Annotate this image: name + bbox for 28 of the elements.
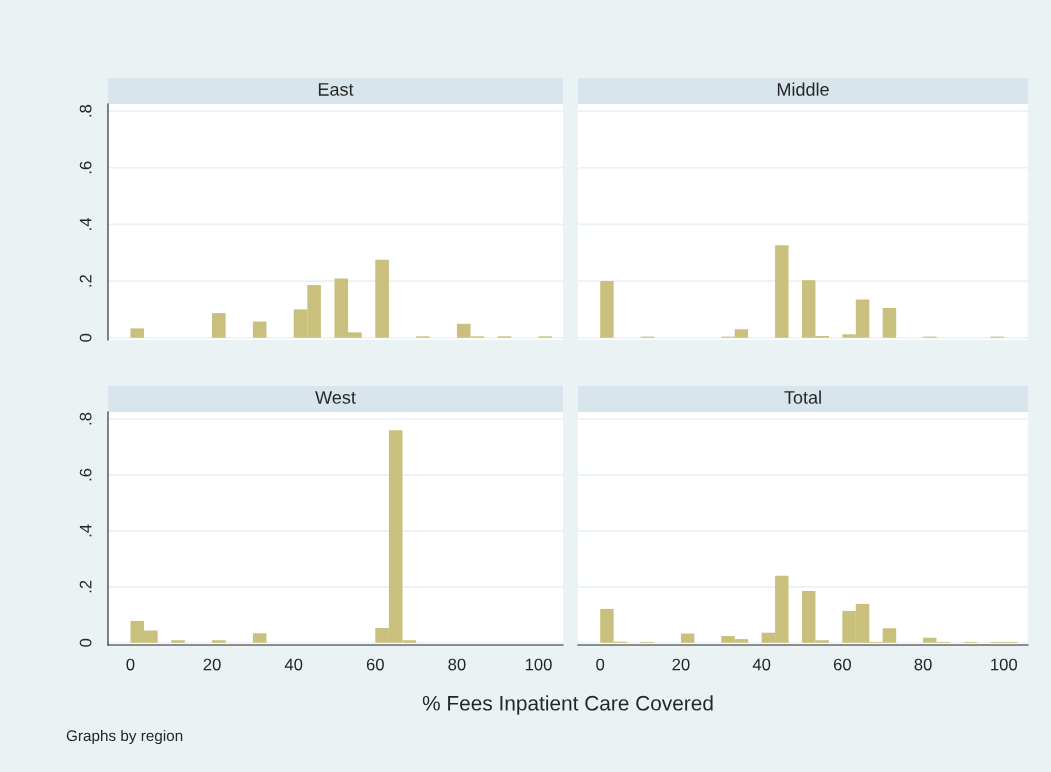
- x-tick-label: 40: [284, 658, 303, 671]
- chart-title: Total: [784, 390, 821, 404]
- y-tick-label: 0: [79, 638, 92, 647]
- chart-title: Middle: [777, 82, 829, 96]
- y-tick-label: 0: [79, 333, 92, 342]
- y-tick-label: .2: [79, 580, 92, 593]
- x-tick-label: 60: [366, 658, 384, 671]
- x-tick-label: 100: [991, 658, 1018, 671]
- y-tick-label: .2: [79, 274, 92, 287]
- chart-title: East: [318, 83, 354, 96]
- x-tick-label: 100: [525, 658, 552, 671]
- y-tick-label: .4: [79, 217, 92, 230]
- y-tick-label: .4: [79, 524, 92, 537]
- x-tick-label: 20: [672, 658, 690, 671]
- x-tick-label: 80: [914, 658, 932, 671]
- y-tick-label: .6: [79, 161, 92, 174]
- x-tick-label: 80: [448, 658, 466, 671]
- x-tick-label: 0: [596, 658, 605, 671]
- x-tick-label: 20: [203, 658, 221, 671]
- x-tick-label: 0: [126, 658, 135, 671]
- chart-title: West: [315, 391, 356, 404]
- x-tick-label: 60: [833, 658, 851, 671]
- y-tick-label: .6: [79, 468, 92, 481]
- y-tick-label: .8: [79, 412, 92, 425]
- x-tick-label: 40: [752, 658, 771, 671]
- y-tick-label: .8: [79, 104, 92, 117]
- text: Graphs by region: [66, 729, 183, 745]
- x-axis-title: % Fees Inpatient Care Covered: [422, 695, 713, 715]
